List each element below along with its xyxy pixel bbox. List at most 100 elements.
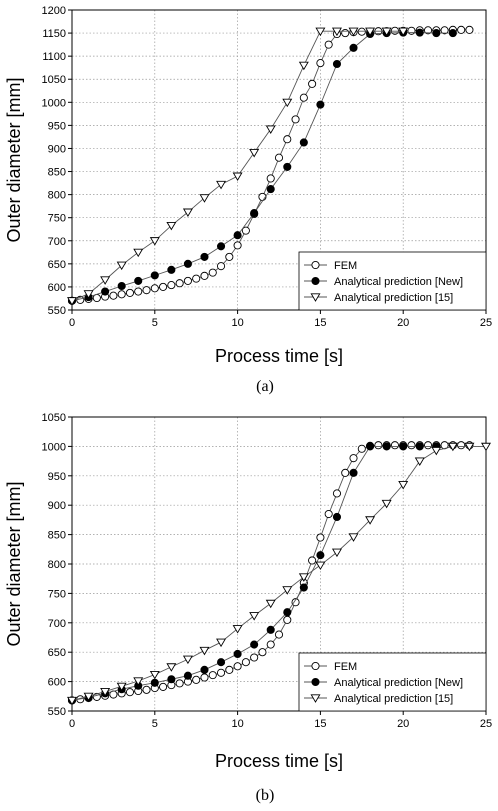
legend-label: Analytical prediction [New] xyxy=(334,276,463,288)
data-point xyxy=(216,262,226,271)
data-point xyxy=(133,248,144,258)
data-point xyxy=(83,692,94,702)
y-tick-label: 550 xyxy=(48,706,66,718)
data-point xyxy=(266,185,275,194)
data-point xyxy=(142,286,151,295)
data-point xyxy=(390,441,399,450)
data-point xyxy=(274,630,284,639)
data-point xyxy=(200,252,209,261)
data-point xyxy=(117,281,126,291)
y-tick-label: 1200 xyxy=(42,5,66,17)
data-point xyxy=(182,208,193,218)
data-point xyxy=(324,509,333,519)
data-point xyxy=(282,98,293,108)
x-axis-title: Process time [s] xyxy=(215,751,343,771)
data-point xyxy=(399,442,408,451)
data-point xyxy=(423,441,433,450)
chart-a-svg: 0 5 10 15 20 25 550 600 650 700 750 800 850 900 950 100… xyxy=(4,5,493,395)
axes-a: 0 5 10 15 20 25 550 600 650 700 750 800 850 900 950 100… xyxy=(42,5,493,329)
data-point xyxy=(331,27,342,37)
caption-a: (a) xyxy=(256,378,274,395)
data-point xyxy=(225,665,234,674)
data-point xyxy=(67,696,77,706)
legend-marker xyxy=(310,694,321,703)
data-point xyxy=(365,516,376,525)
y-tick-label: 900 xyxy=(48,143,66,155)
data-point xyxy=(159,282,168,291)
y-tick-label: 1100 xyxy=(42,51,66,63)
data-point xyxy=(266,625,275,634)
data-point xyxy=(101,287,110,296)
data-point xyxy=(447,442,458,452)
data-point xyxy=(415,28,424,37)
data-point xyxy=(258,648,267,657)
y-tick-label: 800 xyxy=(48,190,66,202)
data-point xyxy=(250,640,259,649)
x-tick-label: 25 xyxy=(480,317,492,329)
data-point xyxy=(200,271,209,280)
y-tick-label: 1150 xyxy=(42,28,66,40)
data-point xyxy=(283,135,292,144)
y-tick-label: 850 xyxy=(48,530,66,542)
data-point xyxy=(225,252,234,261)
data-point xyxy=(374,441,383,450)
series-a-2 xyxy=(67,27,409,306)
data-point xyxy=(232,172,243,182)
data-point xyxy=(282,586,293,595)
x-tick-label: 10 xyxy=(231,317,243,329)
data-point xyxy=(357,27,366,36)
data-point xyxy=(357,444,366,453)
legend-a: FEM Analytical prediction [New] Analytical… xyxy=(298,251,487,311)
data-point xyxy=(192,274,201,283)
data-point xyxy=(341,29,350,38)
data-point xyxy=(432,29,441,38)
data-point xyxy=(208,671,217,680)
data-point xyxy=(316,533,325,542)
data-point xyxy=(265,599,276,609)
y-tick-label: 750 xyxy=(48,588,66,600)
x-tick-label: 5 xyxy=(152,317,158,329)
data-point xyxy=(182,655,193,665)
data-point xyxy=(216,668,226,677)
data-point xyxy=(100,276,111,285)
series-b-2 xyxy=(67,442,491,706)
data-point xyxy=(183,276,192,285)
y-tick-label: 600 xyxy=(48,282,66,294)
data-point xyxy=(308,79,317,88)
data-point xyxy=(341,468,350,477)
legend-label: Analytical prediction [15] xyxy=(334,693,453,705)
data-point xyxy=(448,29,457,38)
data-point xyxy=(316,59,325,68)
data-point xyxy=(233,231,242,240)
y-axis-title: Outer diameter [mm] xyxy=(4,77,24,242)
data-point xyxy=(299,93,308,102)
y-tick-label: 950 xyxy=(48,120,66,132)
data-point xyxy=(232,625,243,634)
x-tick-label: 15 xyxy=(314,718,326,730)
data-point xyxy=(241,226,250,235)
data-point xyxy=(150,284,159,293)
data-point xyxy=(331,548,342,558)
data-point xyxy=(349,43,358,52)
data-point xyxy=(423,26,433,35)
data-point xyxy=(398,481,409,490)
data-point xyxy=(149,670,160,680)
data-point xyxy=(200,673,209,682)
data-point xyxy=(316,100,325,109)
data-point xyxy=(249,149,260,158)
data-point xyxy=(116,682,127,692)
data-point xyxy=(348,27,359,37)
data-point xyxy=(465,25,474,34)
data-point xyxy=(298,61,309,71)
data-point xyxy=(315,27,326,37)
legend-box xyxy=(298,251,487,311)
data-point xyxy=(291,115,300,124)
y-axis-title: Outer diameter [mm] xyxy=(4,481,24,646)
data-point xyxy=(283,162,292,171)
data-point xyxy=(249,612,260,621)
data-point xyxy=(366,442,375,451)
data-point xyxy=(241,658,250,667)
data-point xyxy=(381,499,392,509)
y-tick-label: 1050 xyxy=(42,412,66,424)
data-point xyxy=(134,287,143,296)
